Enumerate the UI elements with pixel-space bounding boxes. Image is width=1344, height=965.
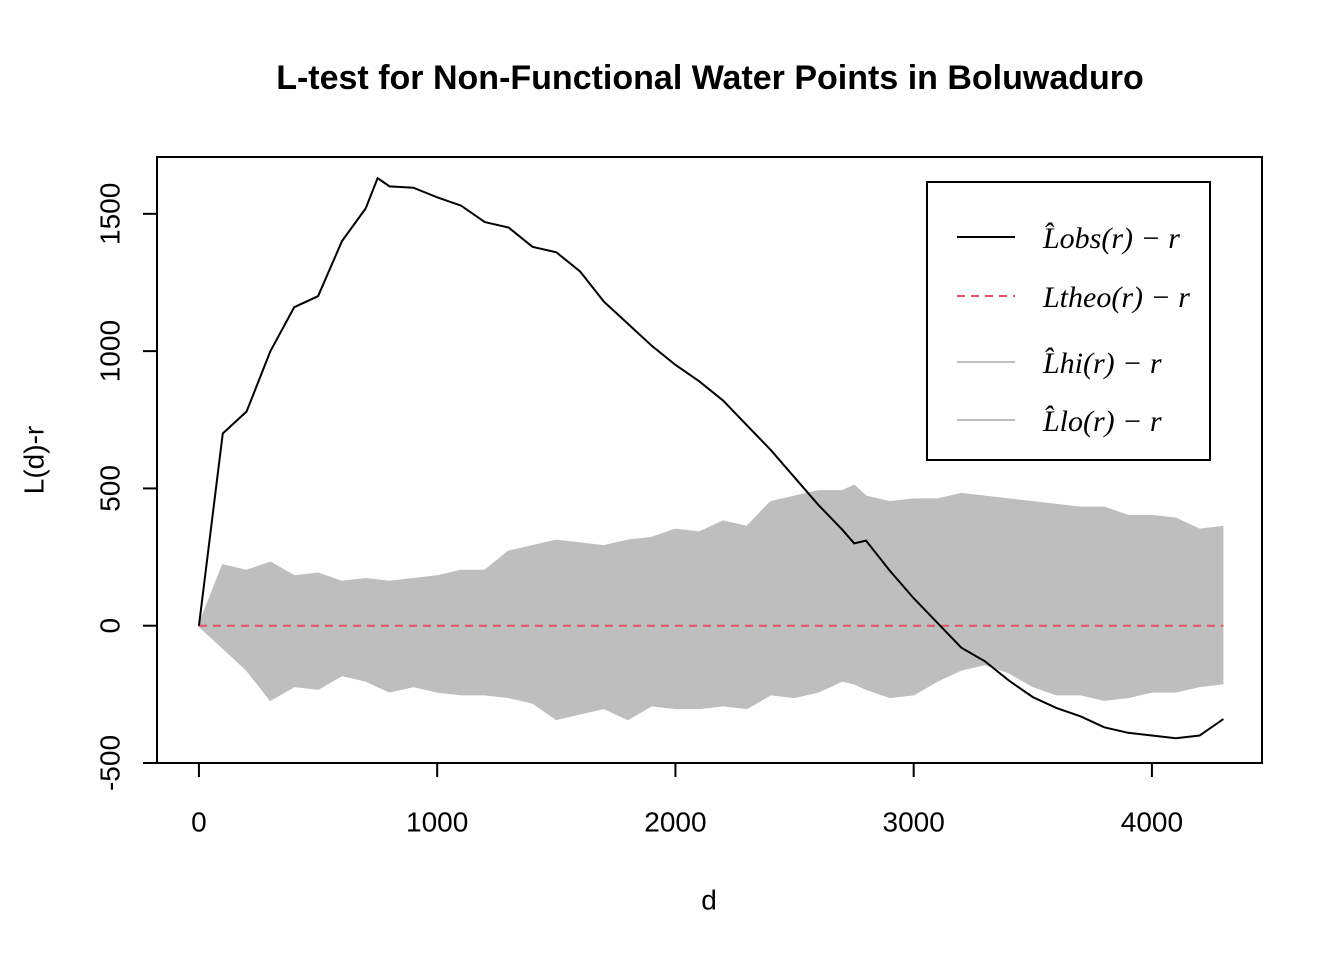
x-tick-label: 4000: [1121, 806, 1183, 837]
series-line: [198, 624, 1224, 721]
legend-label: L̂obs(r) − r: [1042, 222, 1180, 255]
envelope: [198, 485, 1224, 720]
legend-label: Ltheo(r) − r: [1042, 281, 1190, 314]
chart-title: L-test for Non-Functional Water Points i…: [276, 59, 1144, 97]
y-tick-label: -500: [94, 735, 125, 791]
y-tick-label: 500: [94, 465, 125, 512]
series-line: [197, 176, 1224, 740]
x-tick-label: 3000: [883, 806, 945, 837]
x-tick-label: 0: [191, 806, 207, 837]
x-tick-label: 1000: [406, 806, 468, 837]
y-axis-label: L(d)-r: [18, 426, 49, 494]
y-tick-label: 0: [94, 618, 125, 634]
x-tick-label: 2000: [644, 806, 706, 837]
y-tick-label: 1500: [94, 183, 125, 245]
y-tick-label: 1000: [94, 320, 125, 382]
legend-box: [926, 181, 1211, 461]
legend-label: L̂hi(r) − r: [1042, 347, 1162, 380]
series-line: [197, 484, 1224, 627]
legend-label: L̂lo(r) − r: [1042, 405, 1162, 438]
x-axis-label: d: [701, 884, 717, 915]
